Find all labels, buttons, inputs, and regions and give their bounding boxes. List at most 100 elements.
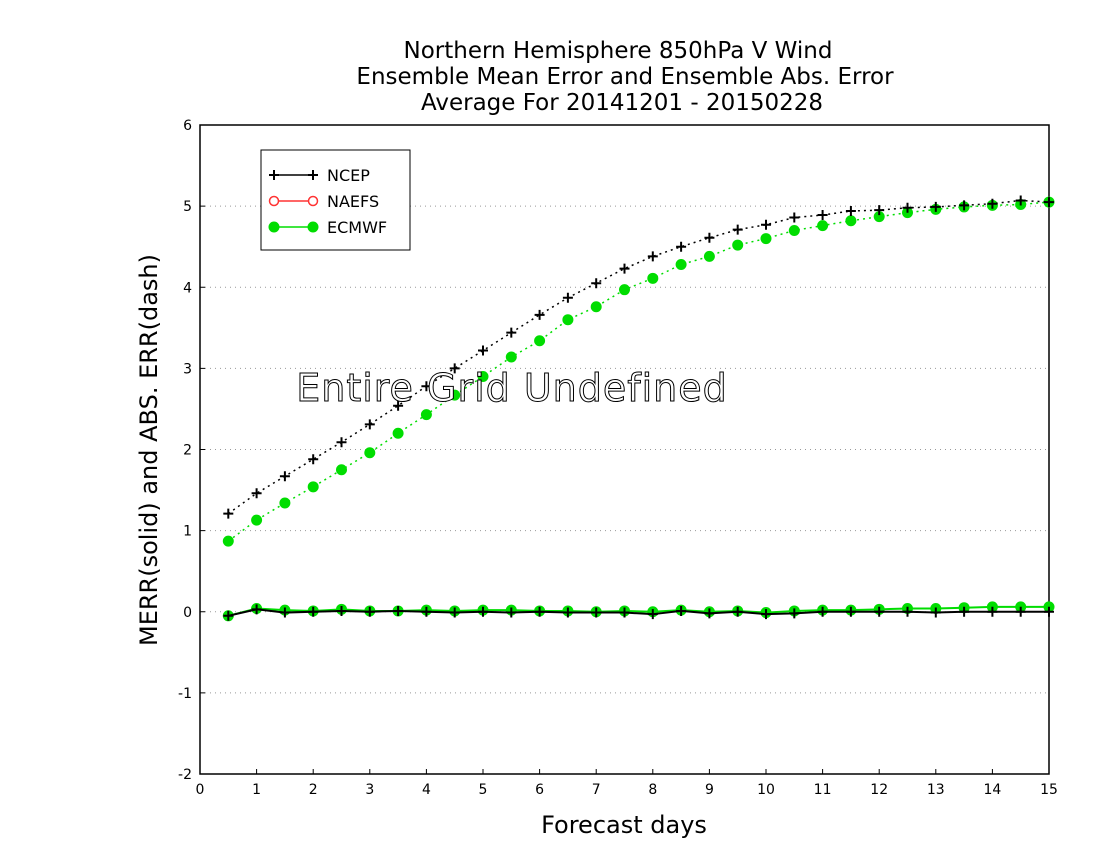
ncep-mean-error-point xyxy=(251,604,262,615)
x-tick-label: 10 xyxy=(757,782,775,798)
ncep-abs-error-point xyxy=(506,327,517,338)
ncep-mean-error-point xyxy=(959,606,970,617)
ncep-abs-error-point xyxy=(874,205,885,216)
ecmwf-abs-error-point xyxy=(336,464,347,476)
ncep-abs-error-point xyxy=(789,212,800,223)
ecmwf-abs-error-point xyxy=(675,259,687,271)
ecmwf-abs-error-point xyxy=(760,233,772,245)
legend-marker-ecmwf xyxy=(268,221,280,233)
ncep-mean-error-point xyxy=(902,606,913,617)
ncep-abs-error-point xyxy=(393,400,404,411)
x-tick-label: 1 xyxy=(252,782,261,798)
legend-item-naefs: NAEFS xyxy=(268,192,379,211)
ncep-mean-error-line xyxy=(228,608,1049,617)
ncep-abs-error-point xyxy=(279,471,290,482)
x-axis: 0 1 2 3 4 5 6 7 8 9 10 11 12 13 14 15 xyxy=(196,769,1058,798)
ncep-abs-error-point xyxy=(959,200,970,211)
ncep-mean-error-point xyxy=(789,608,800,619)
x-tick-label: 15 xyxy=(1040,782,1058,798)
undefined-grid-annotation: Entire Grid Undefined xyxy=(296,366,728,410)
ncep-abs-error-point xyxy=(336,437,347,448)
x-tick-label: 9 xyxy=(705,782,714,798)
legend-marker-naefs xyxy=(307,195,319,207)
y-tick-label: -1 xyxy=(178,686,192,702)
ncep-abs-error-point xyxy=(619,263,630,274)
y-tick-label: 2 xyxy=(183,443,192,459)
ecmwf-abs-error-point xyxy=(420,409,432,421)
ncep-abs-error-point xyxy=(732,224,743,235)
y-axis-title: MERR(solid) and ABS. ERR(dash) xyxy=(135,254,163,646)
y-tick-label: 1 xyxy=(183,524,192,540)
ecmwf-abs-error-point xyxy=(647,272,659,284)
ncep-abs-error-point xyxy=(449,363,460,374)
y-tick-label: 0 xyxy=(183,605,192,621)
ncep-abs-error-point xyxy=(478,345,488,356)
ecmwf-abs-error-point xyxy=(590,301,602,313)
legend-label-ecmwf: ECMWF xyxy=(327,218,387,237)
x-tick-label: 11 xyxy=(814,782,832,798)
ecmwf-abs-error-point xyxy=(788,224,800,236)
series-ncep xyxy=(223,195,1054,621)
ncep-mean-error-point xyxy=(591,607,602,618)
ncep-mean-error-point xyxy=(393,605,404,616)
ncep-mean-error-point xyxy=(817,606,828,617)
ncep-mean-error-point xyxy=(364,606,375,617)
y-tick-label: 3 xyxy=(183,361,192,377)
ncep-abs-error-point xyxy=(817,210,828,221)
ncep-mean-error-point xyxy=(732,606,743,617)
ecmwf-abs-error-point xyxy=(619,284,630,296)
title-line-3: Average For 20141201 - 20150228 xyxy=(421,90,823,116)
legend-label-naefs: NAEFS xyxy=(327,192,379,211)
ncep-mean-error-point xyxy=(279,607,290,618)
x-tick-label: 3 xyxy=(365,782,374,798)
ncep-mean-error-point xyxy=(506,607,517,618)
legend-item-ecmwf: ECMWF xyxy=(268,218,387,237)
x-tick-label: 5 xyxy=(479,782,488,798)
ncep-abs-error-point xyxy=(421,381,432,392)
legend-box xyxy=(260,149,411,251)
ecmwf-abs-error-point xyxy=(505,351,517,363)
ncep-mean-error-point xyxy=(449,607,460,618)
ecmwf-abs-error-point xyxy=(732,239,744,251)
ncep-abs-error-point xyxy=(647,251,658,262)
ecmwf-abs-error-point xyxy=(534,335,546,347)
title-line-2: Ensemble Mean Error and Ensemble Abs. Er… xyxy=(356,64,894,90)
ecmwf-abs-error-point xyxy=(817,220,829,232)
ecmwf-abs-error-point xyxy=(279,497,291,509)
ncep-mean-error-point xyxy=(223,610,234,621)
ecmwf-abs-error-point xyxy=(222,535,234,547)
ncep-abs-error-point xyxy=(251,488,262,499)
ecmwf-abs-error-point xyxy=(449,389,461,401)
x-tick-label: 12 xyxy=(870,782,888,798)
ncep-abs-error-point xyxy=(676,241,687,252)
y-tick-label: 4 xyxy=(183,280,192,296)
ncep-abs-error-point xyxy=(562,292,573,303)
ncep-mean-error-point xyxy=(1015,606,1026,617)
grid-lines xyxy=(200,205,1049,694)
ncep-abs-error-point xyxy=(534,309,545,320)
ncep-abs-error-point xyxy=(364,419,375,430)
legend: NCEP NAEFS ECMWF xyxy=(260,149,411,251)
ncep-mean-error-point xyxy=(336,605,347,616)
y-tick-label: 6 xyxy=(183,118,192,134)
x-tick-label: 2 xyxy=(309,782,318,798)
ncep-abs-error-point xyxy=(761,219,771,230)
ncep-mean-error-point xyxy=(987,606,998,617)
ncep-abs-error-point xyxy=(223,508,234,519)
x-tick-label: 4 xyxy=(422,782,431,798)
series-layer xyxy=(222,195,1055,622)
ncep-mean-error-point xyxy=(619,607,630,618)
ncep-mean-error-point xyxy=(534,606,545,617)
ncep-abs-error-point xyxy=(902,202,913,213)
ncep-mean-error-point xyxy=(647,609,658,620)
ncep-mean-error-point xyxy=(562,607,573,618)
ncep-abs-error-point xyxy=(930,201,941,212)
title-line-1: Northern Hemisphere 850hPa V Wind xyxy=(404,38,833,64)
series-ecmwf xyxy=(222,196,1055,622)
ncep-abs-error-point xyxy=(845,205,856,216)
x-axis-title: Forecast days xyxy=(541,811,707,839)
ecmwf-abs-error-point xyxy=(477,370,489,382)
legend-label-ncep: NCEP xyxy=(327,166,370,185)
ecmwf-abs-error-point xyxy=(364,447,376,459)
